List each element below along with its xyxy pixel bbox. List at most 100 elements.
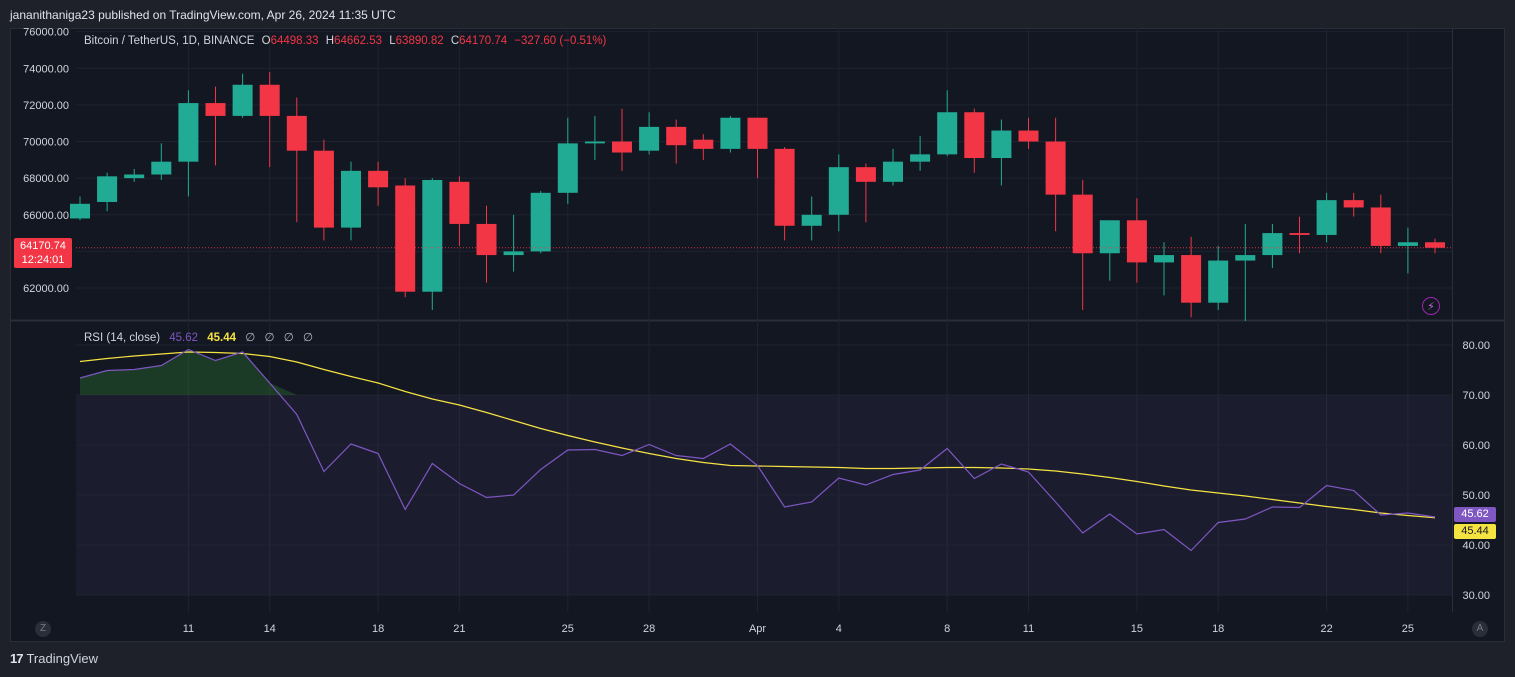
last-price: 64170.74 [20,240,66,252]
candle-body [828,167,849,215]
close-value: 64170.74 [459,35,508,47]
publisher-header: jananithaniga23 published on TradingView… [10,8,396,22]
rsi-line [79,348,1436,552]
candle-body [639,126,660,151]
x-tick-label: 28 [643,623,655,635]
x-tick-label: 22 [1320,623,1332,635]
candle-body [1262,233,1283,256]
candle-body [530,192,551,252]
open-value: 64498.33 [270,35,319,47]
candle-body [1045,141,1066,195]
candle-body [151,161,172,175]
candle-body [964,112,985,159]
rsi-ma-value: 45.44 [207,332,237,344]
tradingview-logo-icon: 17 [10,651,24,666]
rsi-title[interactable]: RSI (14, close) [84,332,161,344]
candle-body [1181,255,1202,303]
candle-body [503,251,524,256]
candle-body [178,103,199,162]
rsi-tick-label: 40.00 [1462,540,1490,552]
candle-body [395,185,416,292]
candle-body [1289,233,1310,235]
price-tick-label: 62000.00 [23,283,69,295]
candle-body [286,115,307,151]
candle-body [1316,200,1337,235]
x-tick-label: 4 [836,623,842,635]
symbol-title[interactable]: Bitcoin / TetherUS, 1D, BINANCE [84,35,255,47]
symbol-legend: Bitcoin / TetherUS, 1D, BINANCE O64498.3… [84,35,606,47]
candle-body [937,112,958,155]
candle-body [693,139,714,149]
price-tick-label: 70000.00 [23,137,69,149]
candle-body [259,84,280,116]
x-tick-label: Apr [749,623,766,635]
candle-body [720,117,741,149]
candle-body [584,141,605,144]
candle-body [612,141,632,153]
candle-body [1343,200,1364,208]
candle-body [1154,255,1174,263]
x-tick-label: 11 [183,623,194,635]
rsi-value: 45.62 [169,332,199,344]
bar-countdown: 12:24:01 [21,254,65,266]
rsi-na-2: ∅ [264,332,275,344]
price-tick-label: 74000.00 [23,63,69,75]
x-tick-label: 14 [264,623,276,635]
change-value: −327.60 (−0.51%) [514,35,607,47]
candle-body [97,176,118,202]
x-tick-label: 15 [1131,623,1143,635]
candle-body [232,84,253,116]
high-label: H [325,35,335,47]
candle-body [1099,220,1120,254]
x-tick-label: 25 [562,623,574,635]
rsi-na-4: ∅ [302,332,313,344]
candle-body [883,161,903,182]
low-value: 63890.82 [395,35,444,47]
rsi-na-1: ∅ [245,332,256,344]
last-price-tag: 64170.74 12:24:01 [14,238,72,268]
rsi-ma-axis-tag: 45.44 [1454,524,1496,539]
candle-body [1126,220,1147,263]
rsi-tick-label: 60.00 [1462,440,1490,452]
rsi-tick-label: 80.00 [1462,340,1490,352]
candle-body [801,214,822,226]
rsi-tick-label: 70.00 [1462,390,1490,402]
candle-body [666,126,687,146]
candle-body [1072,194,1093,254]
open-label: O [261,35,271,47]
scale-z-button[interactable]: Z [35,621,51,637]
candle-body [313,150,334,228]
candle-body [1370,207,1391,246]
candle-body [368,170,389,188]
candle-body [1208,260,1229,303]
candle-body [910,154,931,162]
brand-name: TradingView [26,651,99,666]
rsi-na-3: ∅ [283,332,294,344]
x-tick-label: 11 [1023,623,1034,635]
candle-body [747,117,768,149]
candle-body [1018,130,1039,142]
candle-body [124,174,145,179]
price-tick-label: 76000.00 [23,27,69,39]
candle-body [476,223,497,256]
lightning-icon[interactable]: ⚡ [1422,297,1440,315]
candle-body [341,170,361,228]
rsi-overbought-fill [80,349,1435,395]
high-value: 64662.53 [334,35,383,47]
candle-body [991,130,1012,159]
x-tick-label: 21 [453,623,465,635]
x-tick-label: 18 [372,623,384,635]
x-tick-label: 25 [1402,623,1414,635]
candle-body [855,167,876,182]
candle-body [205,103,226,116]
x-tick-label: 8 [944,623,950,635]
low-label: L [389,35,396,47]
candle-body [774,148,795,226]
x-tick-label: 18 [1212,623,1224,635]
auto-scale-button[interactable]: A [1472,621,1488,637]
close-label: C [450,35,460,47]
candle-body [1397,242,1418,246]
candle-body [1425,242,1445,248]
tradingview-brand[interactable]: 17 TradingView [10,651,98,666]
